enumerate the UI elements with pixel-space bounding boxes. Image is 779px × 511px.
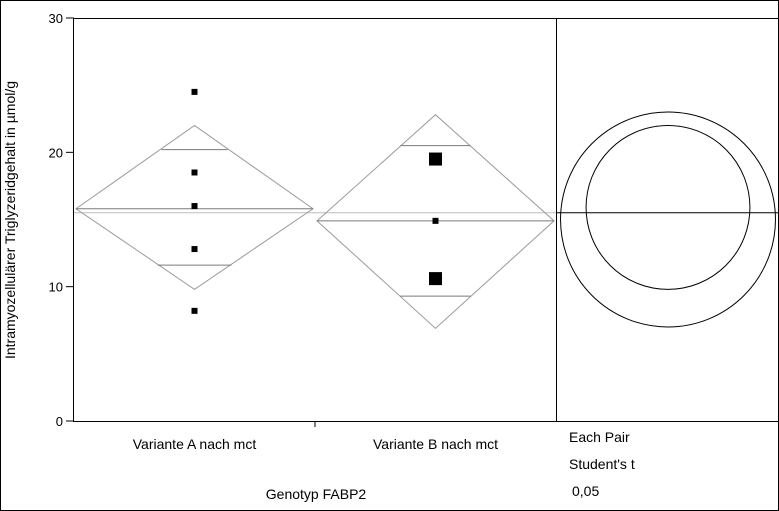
y-tick-label: 30 — [49, 11, 63, 26]
x-category-label: Variante B nach mct — [373, 436, 498, 452]
y-tick-label: 10 — [49, 280, 63, 295]
data-point — [429, 272, 442, 286]
x-axis: Variante A nach mct Variante B nach mct — [133, 421, 498, 452]
comparison-label-each-pair: Each Pair — [569, 429, 630, 445]
plot-frame — [73, 18, 779, 422]
comparison-label-test: Student's t — [569, 456, 635, 472]
data-point — [191, 203, 198, 210]
data-point — [191, 307, 198, 314]
y-tick-label: 20 — [49, 145, 63, 160]
y-axis-title: Intramyozellulärer Triglyzeridgehalt in … — [2, 81, 18, 359]
data-point — [191, 169, 198, 176]
comparison-circle — [560, 111, 776, 328]
data-points — [191, 88, 442, 314]
data-point — [432, 217, 439, 224]
data-point — [191, 246, 198, 253]
comparison-circle — [585, 124, 751, 290]
y-tick-label: 0 — [56, 414, 63, 429]
means-diamonds — [75, 114, 555, 329]
x-category-label: Variante A nach mct — [133, 436, 257, 452]
comparison-label-alpha: 0,05 — [572, 483, 599, 499]
y-axis: 0 10 20 30 — [49, 11, 74, 429]
data-point — [429, 152, 442, 166]
x-axis-title: Genotyp FABP2 — [266, 486, 367, 502]
data-point — [191, 88, 198, 95]
comparison-circles — [557, 111, 778, 328]
